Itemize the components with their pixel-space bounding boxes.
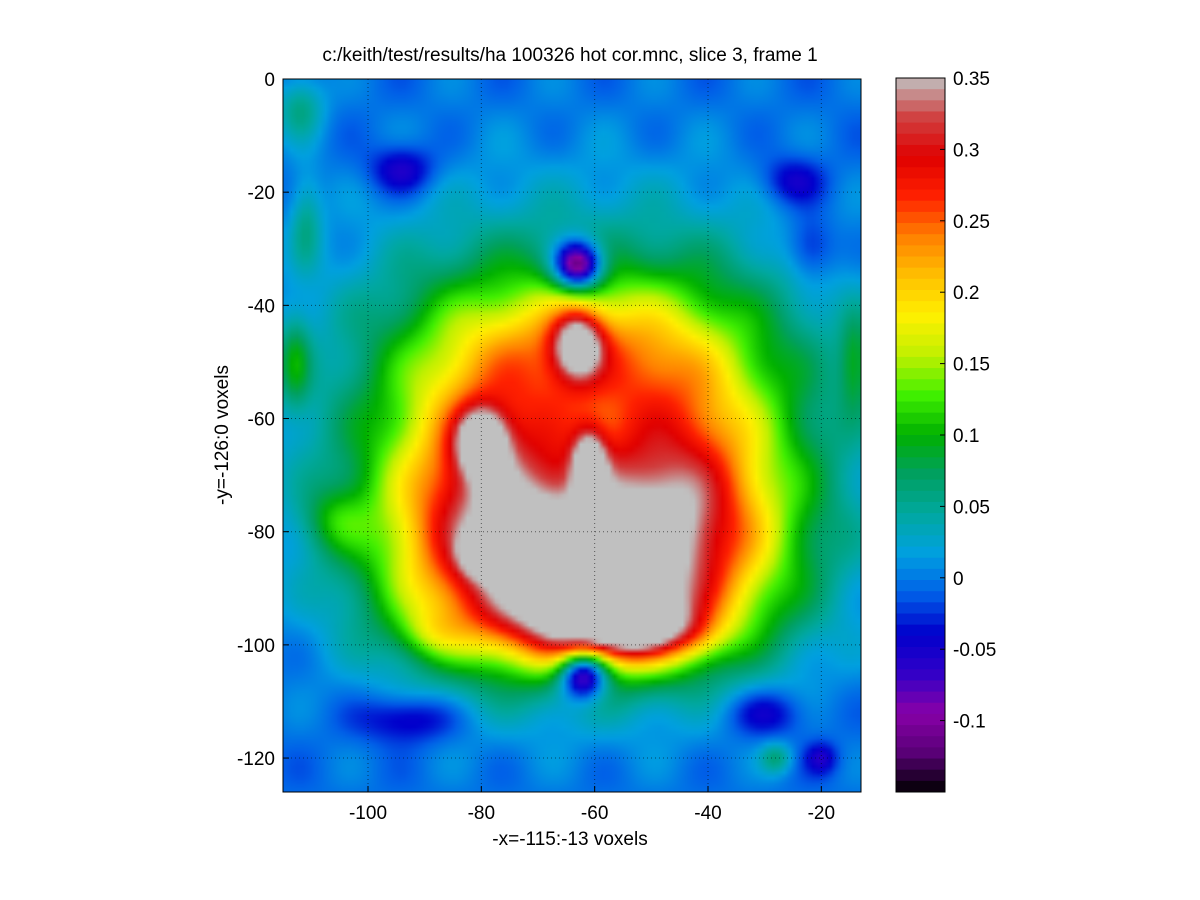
colorbar-band: [896, 680, 945, 693]
y-axis-ticks: 0 -20 -40 -60 -80 -100 -120: [237, 70, 289, 770]
colorbar-band: [896, 368, 945, 380]
colorbar-band: [896, 691, 945, 704]
colorbar-band: [896, 580, 945, 592]
colorbar-band: [896, 234, 945, 246]
colorbar-band: [896, 758, 945, 771]
colorbar-band: [896, 624, 945, 637]
colorbar-band: [896, 401, 945, 414]
colorbar-tick-label: 0.15: [953, 355, 990, 376]
colorbar-band: [896, 635, 945, 648]
y-tick-label: -80: [248, 523, 275, 544]
colorbar-band: [896, 390, 945, 403]
colorbar-tick-label: -0.05: [953, 640, 996, 661]
x-tick-label: -60: [581, 803, 608, 824]
colorbar-band: [896, 524, 945, 536]
colorbar-band: [896, 490, 945, 503]
colorbar-bands: [896, 78, 945, 793]
colorbar-ticks: 0.35 0.3 0.25 0.2 0.15 0.1 0.05 0 -0.05 -0.1: [940, 69, 996, 733]
colorbar-band: [896, 78, 945, 90]
x-tick-label: -80: [468, 803, 495, 824]
colorbar-band: [896, 501, 945, 514]
colorbar-band: [896, 646, 945, 659]
colorbar-band: [896, 100, 945, 112]
x-tick-label: -100: [349, 803, 387, 824]
y-tick-label: -40: [248, 296, 275, 317]
colorbar-band: [896, 356, 945, 369]
colorbar-band: [896, 713, 945, 726]
y-tick-label: -20: [248, 183, 275, 204]
x-tick-label: -40: [694, 803, 721, 824]
colorbar-band: [896, 591, 945, 603]
heatmap-image: [283, 79, 861, 792]
y-tick-label: -120: [237, 749, 275, 770]
x-axis-label: -x=-115:-13 voxels: [492, 829, 647, 850]
y-tick-label: -100: [237, 636, 275, 657]
colorbar-band: [896, 468, 945, 481]
y-tick-label: 0: [264, 70, 275, 91]
colorbar-band: [896, 423, 945, 436]
colorbar-tick-label: 0.2: [953, 283, 979, 304]
colorbar-band: [896, 412, 945, 425]
colorbar-band: [896, 702, 945, 715]
colorbar-band: [896, 546, 945, 559]
colorbar-band: [896, 513, 945, 525]
colorbar-band: [896, 669, 945, 681]
colorbar-band: [896, 122, 945, 135]
colorbar-tick-label: -0.1: [953, 712, 986, 733]
colorbar-band: [896, 256, 945, 269]
y-tick-label: -60: [248, 410, 275, 431]
colorbar-band: [896, 144, 945, 157]
colorbar-tick-label: 0.25: [953, 212, 990, 233]
colorbar-band: [896, 289, 945, 302]
colorbar-band: [896, 446, 945, 458]
colorbar-band: [896, 602, 945, 614]
colorbar-tick-label: 0: [953, 569, 964, 590]
colorbar-band: [896, 133, 945, 146]
colorbar-band: [896, 189, 945, 202]
colorbar-band: [896, 769, 945, 782]
colorbar-band: [896, 379, 945, 391]
colorbar: 0.35 0.3 0.25 0.2 0.15 0.1 0.05 0 -0.05 -0.1: [895, 69, 996, 793]
colorbar-band: [896, 557, 945, 570]
colorbar-band: [896, 223, 945, 235]
y-axis-label: -y=-126:0 voxels: [212, 365, 233, 505]
colorbar-band: [896, 278, 945, 291]
colorbar-band: [896, 111, 945, 124]
colorbar-tick-label: 0.3: [953, 140, 979, 161]
colorbar-band: [896, 89, 945, 101]
colorbar-band: [896, 747, 945, 760]
colorbar-band: [896, 301, 945, 313]
plot-frame: [282, 78, 862, 793]
colorbar-band: [896, 345, 945, 358]
x-axis-ticks: -100 -80 -60 -40 -20: [349, 786, 835, 824]
colorbar-band: [896, 479, 945, 492]
colorbar-band: [896, 613, 945, 626]
colorbar-band: [896, 780, 945, 793]
colorbar-tick-label: 0.05: [953, 497, 990, 518]
colorbar-band: [896, 312, 945, 324]
colorbar-band: [896, 725, 945, 737]
x-tick-label: -20: [808, 803, 835, 824]
colorbar-tick-label: 0.1: [953, 426, 979, 447]
colorbar-band: [896, 323, 945, 336]
colorbar-band: [896, 535, 945, 548]
colorbar-band: [896, 245, 945, 257]
plot-area: [282, 78, 862, 793]
colorbar-band: [896, 211, 945, 224]
colorbar-band: [896, 167, 945, 179]
colorbar-band: [896, 334, 945, 347]
colorbar-band: [896, 736, 945, 748]
colorbar-band: [896, 435, 945, 447]
colorbar-band: [896, 457, 945, 469]
colorbar-tick-label: 0.35: [953, 69, 990, 90]
colorbar-band: [896, 658, 945, 670]
colorbar-band: [896, 178, 945, 191]
colorbar-band: [896, 156, 945, 168]
colorbar-band: [896, 200, 945, 213]
colorbar-band: [896, 568, 945, 581]
chart-title: c:/keith/test/results/ha 100326 hot cor.…: [322, 45, 817, 66]
colorbar-band: [896, 267, 945, 280]
